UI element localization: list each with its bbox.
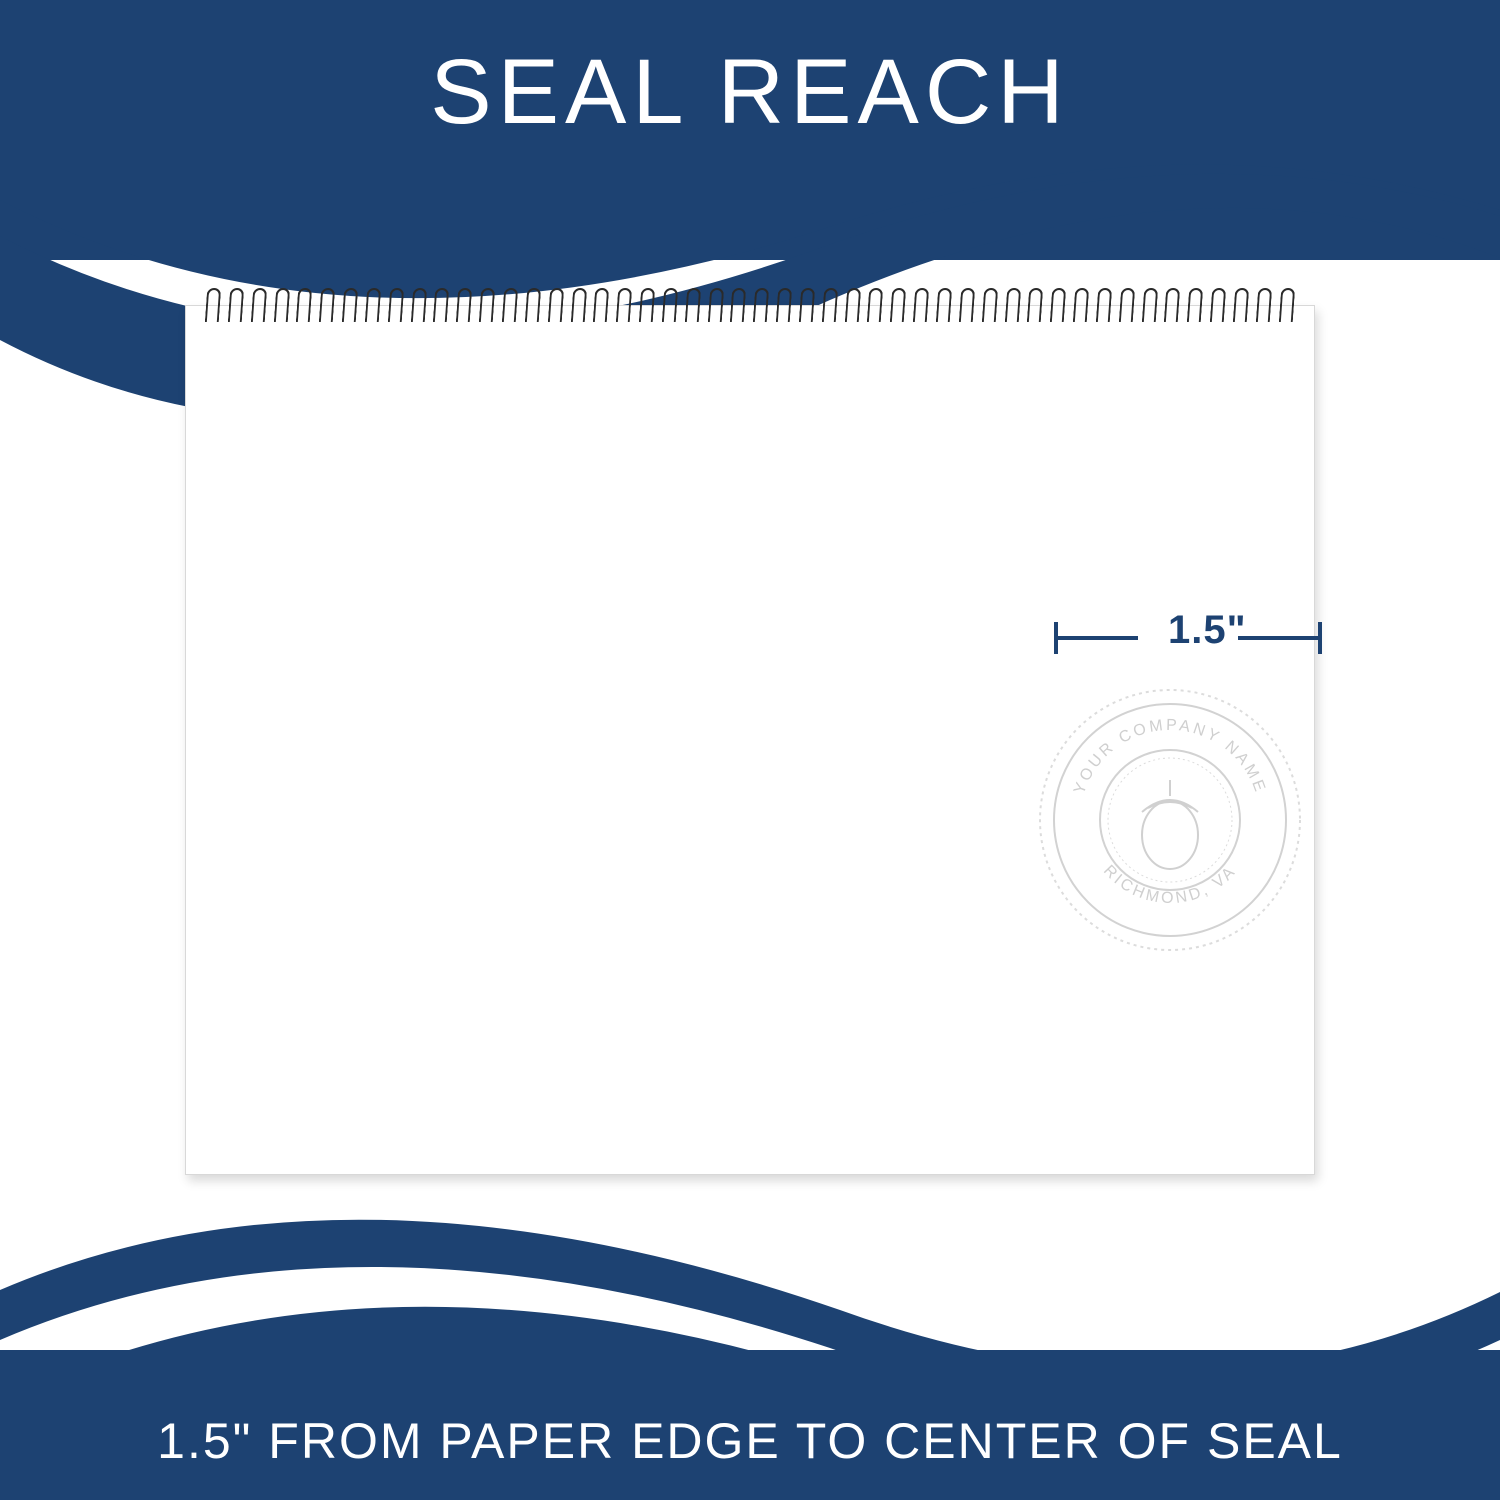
spiral-ring [867, 288, 883, 322]
spiral-ring [388, 288, 404, 322]
spiral-ring [936, 288, 952, 322]
spiral-ring [1210, 288, 1226, 322]
embossed-seal: YOUR COMPANY NAME RICHMOND, VA [1030, 680, 1310, 960]
spiral-ring [799, 288, 815, 322]
spiral-ring [1050, 288, 1066, 322]
spiral-ring [479, 288, 495, 322]
spiral-ring [1233, 288, 1249, 322]
spiral-ring [959, 288, 975, 322]
spiral-ring [365, 288, 381, 322]
spiral-ring [844, 288, 860, 322]
spiral-ring [822, 288, 838, 322]
spiral-ring [342, 288, 358, 322]
spiral-ring [502, 288, 518, 322]
footer-caption: 1.5" FROM PAPER EDGE TO CENTER OF SEAL [0, 1412, 1500, 1470]
spiral-ring [913, 288, 929, 322]
spiral-ring [433, 288, 449, 322]
spiral-ring [456, 288, 472, 322]
spiral-ring [273, 288, 289, 322]
spiral-ring [570, 288, 586, 322]
spiral-ring [1187, 288, 1203, 322]
spiral-ring [1256, 288, 1272, 322]
measurement-value: 1.5" [1168, 608, 1247, 653]
spiral-ring [685, 288, 701, 322]
spiral-ring [1278, 288, 1294, 322]
spiral-ring [525, 288, 541, 322]
spiral-ring [1119, 288, 1135, 322]
spiral-ring [319, 288, 335, 322]
spiral-ring [616, 288, 632, 322]
spiral-ring [776, 288, 792, 322]
spiral-ring [981, 288, 997, 322]
spiral-ring [730, 288, 746, 322]
spiral-ring [753, 288, 769, 322]
spiral-ring [1004, 288, 1020, 322]
spiral-ring [593, 288, 609, 322]
spiral-ring [1073, 288, 1089, 322]
spiral-ring [1096, 288, 1112, 322]
spiral-ring [639, 288, 655, 322]
page-title: SEAL REACH [0, 40, 1500, 145]
spiral-ring [890, 288, 906, 322]
spiral-binding [206, 288, 1294, 324]
spiral-ring [1027, 288, 1043, 322]
spiral-ring [228, 288, 244, 322]
spiral-ring [707, 288, 723, 322]
spiral-ring [250, 288, 266, 322]
spiral-ring [205, 288, 221, 322]
spiral-ring [1141, 288, 1157, 322]
spiral-ring [662, 288, 678, 322]
spiral-ring [410, 288, 426, 322]
spiral-ring [547, 288, 563, 322]
spiral-ring [296, 288, 312, 322]
spiral-ring [1164, 288, 1180, 322]
